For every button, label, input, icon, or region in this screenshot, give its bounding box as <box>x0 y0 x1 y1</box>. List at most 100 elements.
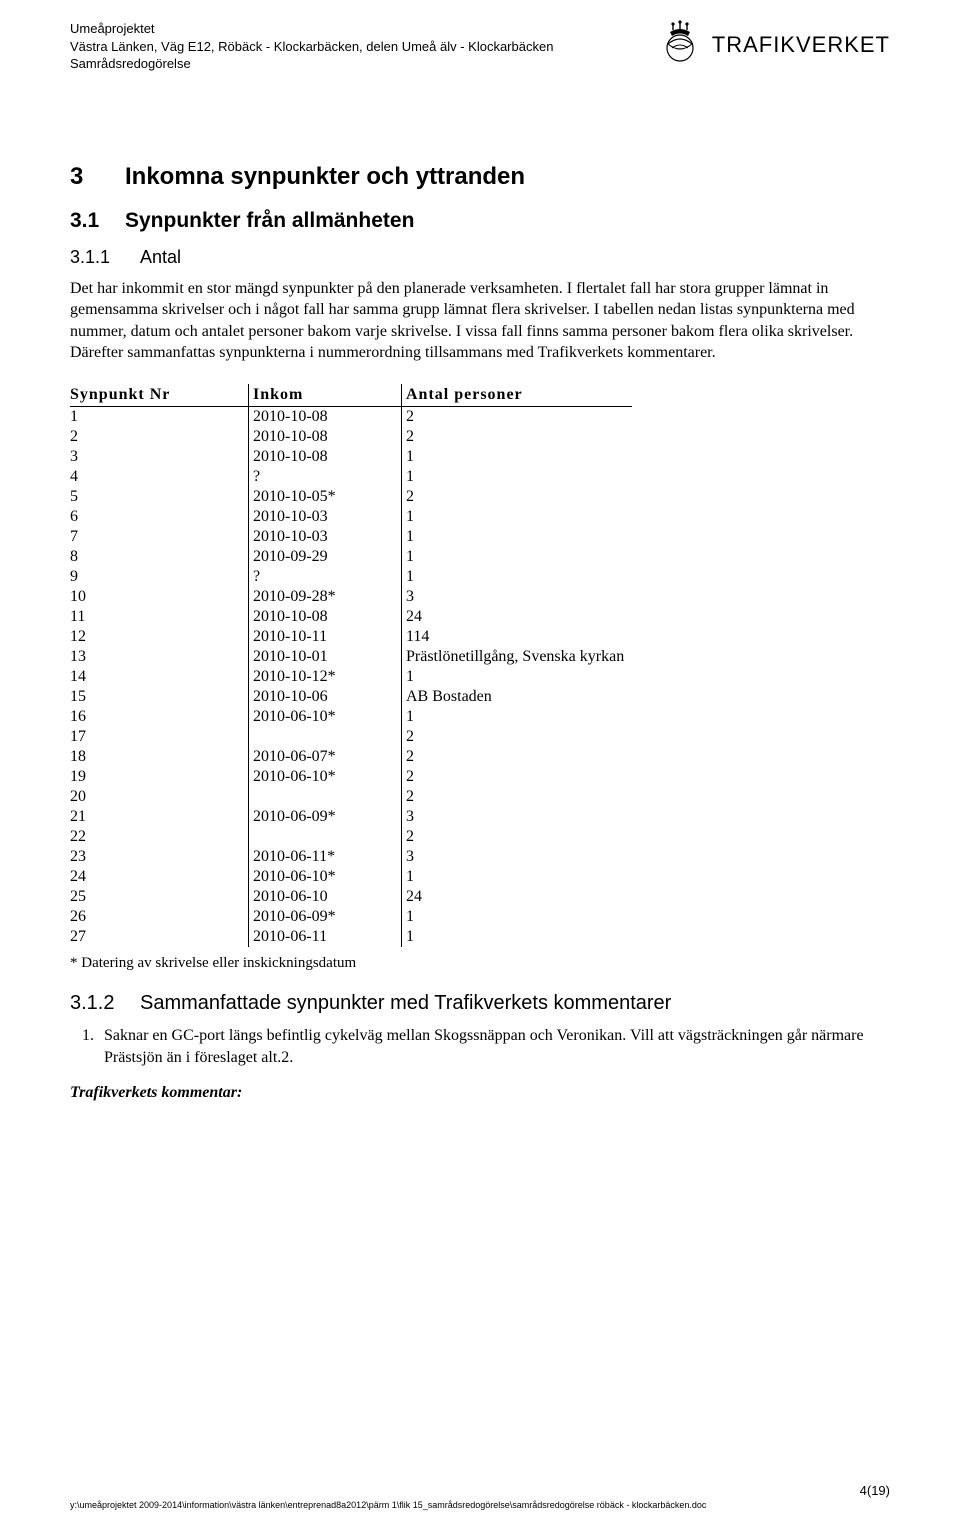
cell-inkom <box>249 827 402 847</box>
table-row: 62010-10-031 <box>70 507 632 527</box>
heading-3-1-2-num: 3.1.2 <box>70 992 140 1015</box>
cell-nr: 17 <box>70 727 249 747</box>
cell-antal: Prästlönetillgång, Svenska kyrkan <box>402 647 633 667</box>
cell-antal: 1 <box>402 707 633 727</box>
table-header-inkom: Inkom <box>249 384 402 407</box>
cell-inkom: 2010-10-11 <box>249 627 402 647</box>
header-left-block: Umeåprojektet Västra Länken, Väg E12, Rö… <box>70 20 553 73</box>
cell-nr: 20 <box>70 787 249 807</box>
cell-inkom: 2010-10-12* <box>249 667 402 687</box>
heading-3-1-num: 3.1 <box>70 209 125 233</box>
heading-3-1-2: 3.1.2Sammanfattade synpunkter med Trafik… <box>70 992 890 1015</box>
table-row: 242010-06-10*1 <box>70 867 632 887</box>
cell-antal: 1 <box>402 467 633 487</box>
cell-antal: 1 <box>402 907 633 927</box>
heading-3-1: 3.1Synpunkter från allmänheten <box>70 209 890 233</box>
table-row: 252010-06-1024 <box>70 887 632 907</box>
page-number: 4(19) <box>70 1483 890 1498</box>
cell-antal: 2 <box>402 767 633 787</box>
cell-antal: 24 <box>402 887 633 907</box>
cell-nr: 22 <box>70 827 249 847</box>
table-row: 9?1 <box>70 567 632 587</box>
cell-inkom: 2010-09-29 <box>249 547 402 567</box>
table-row: 152010-10-06AB Bostaden <box>70 687 632 707</box>
heading-3-1-title: Synpunkter från allmänheten <box>125 209 414 232</box>
page: Umeåprojektet Västra Länken, Väg E12, Rö… <box>0 0 960 1528</box>
cell-inkom: 2010-10-08 <box>249 427 402 447</box>
table-row: 17 2 <box>70 727 632 747</box>
table-row: 212010-06-09*3 <box>70 807 632 827</box>
cell-antal: 114 <box>402 627 633 647</box>
cell-inkom: ? <box>249 567 402 587</box>
cell-nr: 5 <box>70 487 249 507</box>
table-row: 192010-06-10*2 <box>70 767 632 787</box>
cell-inkom: 2010-09-28* <box>249 587 402 607</box>
point-1: Saknar en GC-port längs befintlig cykelv… <box>98 1025 890 1068</box>
cell-antal: 1 <box>402 507 633 527</box>
cell-antal: 1 <box>402 927 633 947</box>
logo: TRAFIKVERKET <box>658 20 890 69</box>
cell-inkom: ? <box>249 467 402 487</box>
cell-inkom: 2010-06-09* <box>249 907 402 927</box>
cell-inkom: 2010-06-10* <box>249 707 402 727</box>
heading-3-1-1: 3.1.1Antal <box>70 247 890 268</box>
table-row: 162010-06-10*1 <box>70 707 632 727</box>
header-line-2: Västra Länken, Väg E12, Röbäck - Klockar… <box>70 38 553 56</box>
cell-inkom <box>249 727 402 747</box>
intro-paragraph: Det har inkommit en stor mängd synpunkte… <box>70 278 890 364</box>
cell-nr: 25 <box>70 887 249 907</box>
cell-nr: 23 <box>70 847 249 867</box>
cell-antal: 2 <box>402 727 633 747</box>
cell-inkom: 2010-10-03 <box>249 527 402 547</box>
table-row: 122010-10-11114 <box>70 627 632 647</box>
cell-antal: 2 <box>402 747 633 767</box>
cell-antal: 2 <box>402 787 633 807</box>
heading-3-num: 3 <box>70 163 125 191</box>
cell-antal: 3 <box>402 587 633 607</box>
cell-antal: 1 <box>402 667 633 687</box>
table-header-row: Synpunkt Nr Inkom Antal personer <box>70 384 632 407</box>
trafikverket-crown-icon <box>658 20 702 69</box>
cell-inkom: 2010-10-08 <box>249 607 402 627</box>
cell-inkom <box>249 787 402 807</box>
header-line-1: Umeåprojektet <box>70 20 553 38</box>
table-row: 12010-10-082 <box>70 407 632 428</box>
table-row: 272010-06-111 <box>70 927 632 947</box>
table-row: 222 <box>70 827 632 847</box>
cell-inkom: 2010-06-10 <box>249 887 402 907</box>
table-row: 82010-09-291 <box>70 547 632 567</box>
cell-antal: 1 <box>402 567 633 587</box>
heading-3-1-2-title: Sammanfattade synpunkter med Trafikverke… <box>140 992 671 1014</box>
cell-nr: 26 <box>70 907 249 927</box>
table-row: 20 2 <box>70 787 632 807</box>
cell-antal: 1 <box>402 547 633 567</box>
table-row: 112010-10-0824 <box>70 607 632 627</box>
heading-3-1-1-title: Antal <box>140 247 181 267</box>
cell-antal: 3 <box>402 847 633 867</box>
points-list: Saknar en GC-port längs befintlig cykelv… <box>70 1025 890 1068</box>
cell-inkom: 2010-06-10* <box>249 867 402 887</box>
heading-3-1-1-num: 3.1.1 <box>70 247 140 268</box>
cell-nr: 8 <box>70 547 249 567</box>
cell-nr: 21 <box>70 807 249 827</box>
cell-nr: 3 <box>70 447 249 467</box>
table-row: 102010-09-28*3 <box>70 587 632 607</box>
table-row: 182010-06-07*2 <box>70 747 632 767</box>
cell-inkom: 2010-10-03 <box>249 507 402 527</box>
cell-antal: 2 <box>402 487 633 507</box>
heading-3: 3Inkomna synpunkter och yttranden <box>70 163 890 191</box>
cell-antal: 2 <box>402 427 633 447</box>
table-row: 262010-06-09*1 <box>70 907 632 927</box>
cell-inkom: 2010-06-09* <box>249 807 402 827</box>
footer-path: y:\umeåprojektet 2009-2014\information\v… <box>70 1500 890 1510</box>
cell-inkom: 2010-10-08 <box>249 447 402 467</box>
cell-nr: 19 <box>70 767 249 787</box>
table-row: 32010-10-081 <box>70 447 632 467</box>
page-header: Umeåprojektet Västra Länken, Väg E12, Rö… <box>70 20 890 73</box>
table-header-nr: Synpunkt Nr <box>70 384 249 407</box>
cell-nr: 9 <box>70 567 249 587</box>
cell-inkom: 2010-10-08 <box>249 407 402 428</box>
cell-antal: AB Bostaden <box>402 687 633 707</box>
cell-inkom: 2010-10-05* <box>249 487 402 507</box>
cell-inkom: 2010-10-06 <box>249 687 402 707</box>
